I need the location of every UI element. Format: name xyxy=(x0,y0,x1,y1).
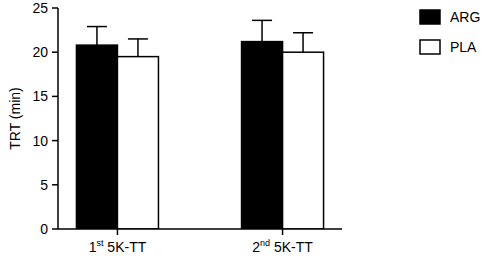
bar xyxy=(283,52,324,229)
y-tick-label: 20 xyxy=(32,44,48,60)
y-tick xyxy=(52,7,58,9)
chart-container: 0 5 10 15 20 25 1st 5K-TT 2nd 5K-TT TRT (min) ARG… xyxy=(0,0,500,260)
bar xyxy=(117,57,158,229)
legend-swatch xyxy=(420,40,440,54)
error-bar xyxy=(252,20,272,41)
bar xyxy=(76,45,117,229)
y-tick xyxy=(52,184,58,186)
y-tick-label: 10 xyxy=(32,133,48,149)
y-tick-label: 5 xyxy=(40,177,48,193)
x-tick-label: 2nd 5K-TT xyxy=(252,238,313,255)
y-tick xyxy=(52,96,58,98)
x-axis xyxy=(58,228,342,230)
legend-label: ARG xyxy=(450,9,480,25)
y-axis-label: TRT (min) xyxy=(7,87,23,149)
error-bar xyxy=(87,27,107,46)
plot-marks xyxy=(76,20,323,229)
legend-label: PLA xyxy=(450,39,477,55)
y-tick xyxy=(52,140,58,142)
error-bar xyxy=(128,39,148,57)
legend-swatch xyxy=(420,10,440,24)
y-tick-label: 25 xyxy=(32,0,48,16)
y-tick-label: 15 xyxy=(32,88,48,104)
error-bar xyxy=(293,33,313,52)
y-axis xyxy=(57,8,59,229)
bar xyxy=(242,42,283,229)
y-tick-label: 0 xyxy=(40,221,48,237)
y-tick xyxy=(52,51,58,53)
x-tick xyxy=(117,229,119,235)
x-tick-label: 1st 5K-TT xyxy=(89,238,147,255)
chart: 0 5 10 15 20 25 1st 5K-TT 2nd 5K-TT TRT (min) ARG… xyxy=(0,0,500,260)
y-tick xyxy=(52,228,58,230)
x-tick xyxy=(282,229,284,235)
